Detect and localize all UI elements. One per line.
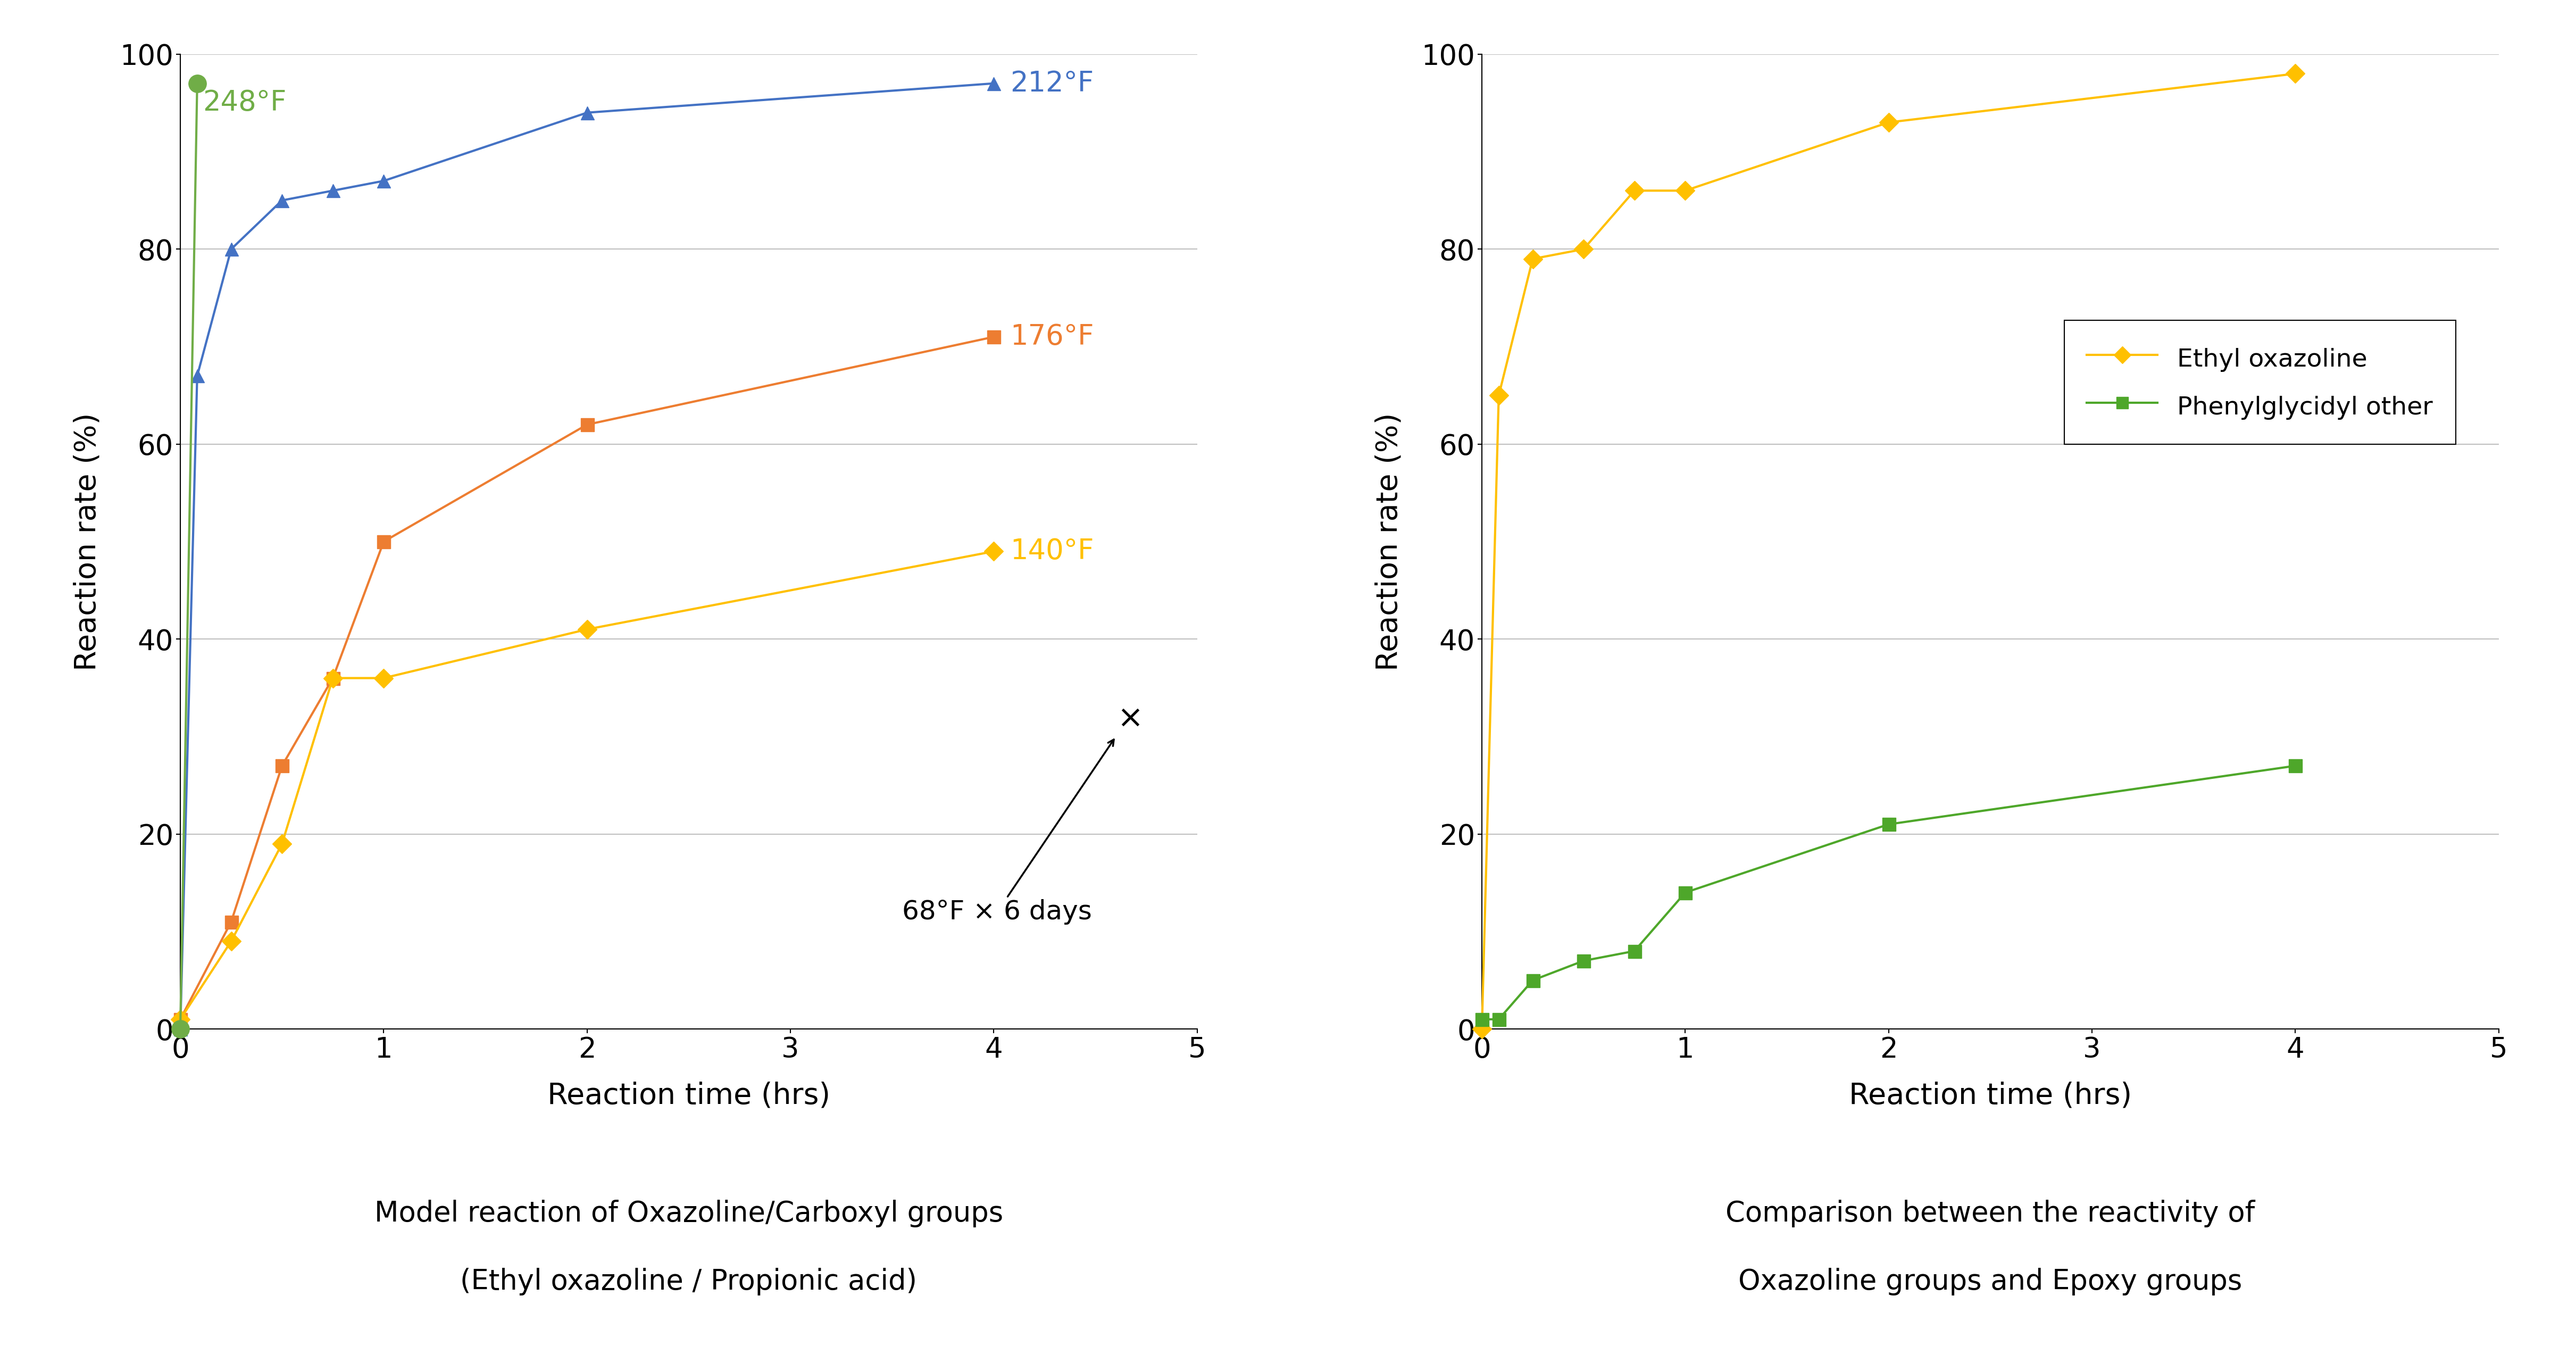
Text: 176°F: 176°F — [1010, 324, 1095, 351]
Phenylglycidyl other — [1466, 1011, 1497, 1028]
X-axis label: Reaction time (hrs): Reaction time (hrs) — [1850, 1082, 2133, 1110]
Phenylglycidyl other — [1484, 1011, 1515, 1028]
Phenylglycidyl other — [1517, 972, 1548, 988]
Phenylglycidyl other — [1618, 942, 1649, 959]
Text: 68°F × 6 days: 68°F × 6 days — [902, 739, 1113, 925]
Y-axis label: Reaction rate (%): Reaction rate (%) — [1376, 413, 1404, 670]
Ethyl oxazoline — [1669, 183, 1700, 199]
Y-axis label: Reaction rate (%): Reaction rate (%) — [72, 413, 103, 670]
Text: Comparison between the reactivity of: Comparison between the reactivity of — [1726, 1200, 2254, 1227]
Ethyl oxazoline — [1517, 250, 1548, 267]
Text: 248°F: 248°F — [204, 89, 286, 116]
Line: Ethyl oxazoline: Ethyl oxazoline — [1476, 66, 2303, 1036]
Phenylglycidyl other — [2280, 758, 2311, 774]
Legend: Ethyl oxazoline, Phenylglycidyl other: Ethyl oxazoline, Phenylglycidyl other — [2063, 320, 2455, 444]
Text: (Ethyl oxazoline / Propionic acid): (Ethyl oxazoline / Propionic acid) — [461, 1267, 917, 1296]
Ethyl oxazoline — [1873, 114, 1904, 130]
Text: 140°F: 140°F — [1010, 538, 1095, 565]
Text: Oxazoline groups and Epoxy groups: Oxazoline groups and Epoxy groups — [1739, 1267, 2241, 1296]
Phenylglycidyl other — [1873, 816, 1904, 833]
Line: Phenylglycidyl other: Phenylglycidyl other — [1476, 760, 2303, 1026]
Ethyl oxazoline — [1466, 1021, 1497, 1037]
Text: Model reaction of Oxazoline/Carboxyl groups: Model reaction of Oxazoline/Carboxyl gro… — [374, 1200, 1002, 1227]
Phenylglycidyl other — [1669, 884, 1700, 900]
Ethyl oxazoline — [1484, 387, 1515, 403]
Text: 212°F: 212°F — [1010, 69, 1095, 97]
Ethyl oxazoline — [2280, 65, 2311, 81]
Ethyl oxazoline — [1618, 183, 1649, 199]
Ethyl oxazoline — [1569, 241, 1600, 257]
X-axis label: Reaction time (hrs): Reaction time (hrs) — [546, 1082, 829, 1110]
Phenylglycidyl other — [1569, 953, 1600, 969]
